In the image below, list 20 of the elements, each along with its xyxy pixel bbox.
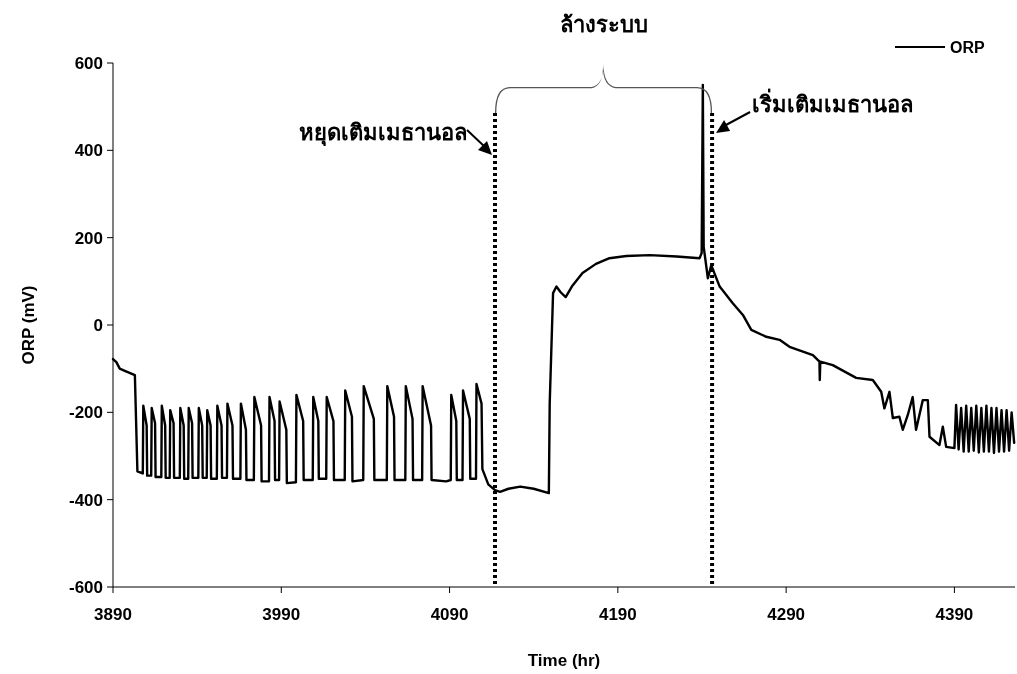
text: ล้างระบบ [559, 12, 648, 37]
y-tick-label: 600 [74, 54, 103, 73]
y-tick-label: 0 [93, 316, 103, 335]
y-tick-label: -400 [68, 490, 103, 510]
x-tick-label: 4090 [430, 605, 469, 624]
y-axis-title: ORP (mV) [19, 285, 38, 365]
x-tick-label: 3990 [262, 605, 301, 624]
x-axis-title: Time (hr) [527, 651, 601, 670]
x-tick-label: 3890 [94, 605, 132, 624]
x-tick-label: 4390 [935, 605, 974, 624]
ref-line-label: หยุดเติมเมธานอล [299, 120, 467, 147]
legend-label: ORP [950, 39, 985, 56]
y-tick-label: 200 [74, 228, 103, 248]
x-tick-label: 4190 [598, 605, 637, 624]
ref-line-label: เริ่มเติมเมธานอล [752, 88, 914, 117]
x-tick-label: 4290 [767, 605, 806, 624]
y-tick-label: -600 [68, 578, 103, 597]
y-tick-label: 400 [74, 141, 103, 161]
y-tick-label: -200 [68, 403, 103, 423]
legend: ORP [894, 39, 985, 56]
